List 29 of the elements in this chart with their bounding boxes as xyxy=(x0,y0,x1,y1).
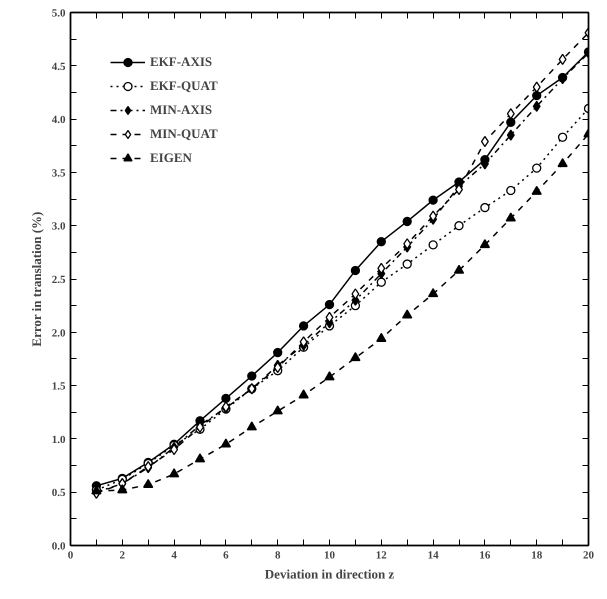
y-tick-label: 4.0 xyxy=(52,114,66,126)
x-tick-label: 14 xyxy=(428,550,440,562)
y-tick-label: 5.0 xyxy=(52,8,66,20)
y-tick-label: 3.5 xyxy=(52,167,66,180)
y-tick-label: 4.5 xyxy=(52,60,66,73)
y-tick-label: 1.0 xyxy=(52,434,66,446)
y-tick-label: 2.5 xyxy=(52,274,66,286)
x-tick-label: 18 xyxy=(531,550,543,562)
legend-label: EKF-AXIS xyxy=(150,54,212,70)
x-tick-label: 12 xyxy=(376,550,388,562)
x-tick-label: 2 xyxy=(120,550,126,562)
x-tick-label: 0 xyxy=(68,550,74,562)
x-axis-title: Deviation in direction z xyxy=(264,566,394,582)
x-tick-label: 4 xyxy=(171,550,178,562)
x-tick-label: 16 xyxy=(479,550,491,562)
legend-label: MIN-QUAT xyxy=(150,126,218,142)
x-tick-label: 20 xyxy=(583,550,594,562)
x-tick-label: 8 xyxy=(274,550,281,562)
legend-label: EKF-QUAT xyxy=(150,78,218,94)
y-tick-label: 3.0 xyxy=(52,220,66,233)
legend-label: EIGEN xyxy=(150,150,192,166)
y-tick-label: 0.5 xyxy=(52,487,66,500)
x-tick-label: 6 xyxy=(223,550,230,562)
legend-label: MIN-AXIS xyxy=(150,102,212,118)
y-tick-label: 1.5 xyxy=(52,380,66,393)
x-tick-label: 10 xyxy=(324,550,336,562)
y-axis-title: Error in translation (%) xyxy=(28,212,44,347)
y-tick-label: 0.0 xyxy=(52,540,66,552)
y-tick-label: 2.0 xyxy=(52,327,66,340)
